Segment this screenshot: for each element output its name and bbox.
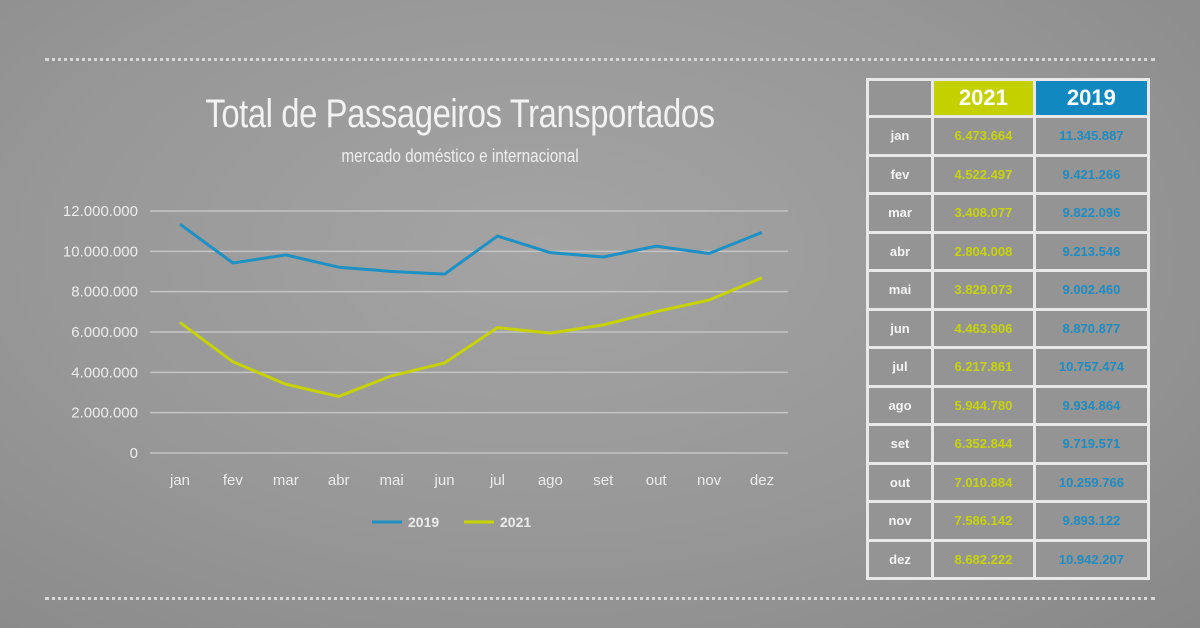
y-tick-label: 2.000.000	[71, 405, 138, 422]
top-divider	[45, 58, 1155, 61]
value-2021-cell: 7.586.142	[934, 503, 1033, 539]
month-cell: ago	[869, 387, 931, 423]
x-tick-label: fev	[223, 472, 244, 489]
table-row: abr 2.804.008 9.213.546	[869, 233, 1147, 269]
value-2019-cell: 9.002.460	[1035, 272, 1147, 308]
value-2021-cell: 5.944.780	[934, 387, 1033, 423]
value-2019-cell: 11.345.887	[1035, 118, 1147, 154]
x-tick-label: jul	[489, 472, 505, 489]
month-cell: nov	[869, 503, 931, 539]
table-row: nov 7.586.142 9.893.122	[869, 503, 1147, 539]
value-2019-cell: 8.870.877	[1035, 310, 1147, 346]
x-tick-label: out	[646, 472, 668, 489]
value-2021-cell: 4.463.906	[934, 310, 1033, 346]
table-row: ago 5.944.780 9.934.864	[869, 387, 1147, 423]
value-2019-cell: 10.259.766	[1035, 464, 1147, 500]
month-cell: mai	[869, 272, 931, 308]
y-tick-label: 10.000.000	[63, 243, 138, 260]
table-row: out 7.010.884 10.259.766	[869, 464, 1147, 500]
chart-title: Total de Passageiros Transportados	[205, 92, 715, 136]
value-2019-cell: 9.213.546	[1035, 233, 1147, 269]
series-line-2021	[179, 276, 763, 398]
value-2021-cell: 7.010.884	[934, 464, 1033, 500]
value-2019-cell: 9.893.122	[1035, 503, 1147, 539]
y-tick-label: 8.000.000	[71, 284, 138, 301]
value-2021-cell: 6.473.664	[934, 118, 1033, 154]
x-tick-label: dez	[750, 472, 774, 489]
data-table: 2021 2019 jan 6.473.664 11.345.887 fev 4.522…	[866, 78, 1150, 580]
value-2021-cell: 6.217.861	[934, 349, 1033, 385]
corner-cell	[869, 81, 931, 115]
legend-label: 2019	[408, 514, 439, 530]
value-2021-cell: 6.352.844	[934, 426, 1033, 462]
month-cell: jan	[869, 118, 931, 154]
month-cell: set	[869, 426, 931, 462]
table-row: mar 3.408.077 9.822.096	[869, 195, 1147, 231]
chart-subtitle: mercado doméstico e internacional	[341, 146, 579, 166]
month-cell: abr	[869, 233, 931, 269]
table-row: mai 3.829.073 9.002.460	[869, 272, 1147, 308]
month-cell: jul	[869, 349, 931, 385]
y-tick-label: 4.000.000	[71, 364, 138, 381]
header-2019: 2019	[1035, 81, 1147, 115]
x-tick-label: mai	[380, 472, 404, 489]
value-2019-cell: 9.719.571	[1035, 426, 1147, 462]
month-cell: mar	[869, 195, 931, 231]
y-tick-label: 6.000.000	[71, 324, 138, 341]
x-tick-label: mar	[273, 472, 299, 489]
x-tick-label: set	[593, 472, 614, 489]
x-tick-label: ago	[538, 472, 563, 489]
line-chart: 0 2.000.000 4.000.000 6.000.000 8.000.000 10.…	[63, 203, 788, 530]
y-tick-label: 12.000.000	[63, 203, 138, 220]
value-2019-cell: 9.421.266	[1035, 156, 1147, 192]
table-row: dez 8.682.222 10.942.207	[869, 541, 1147, 577]
value-2019-cell: 9.934.864	[1035, 387, 1147, 423]
month-cell: jun	[869, 310, 931, 346]
x-tick-label: nov	[697, 472, 722, 489]
month-cell: dez	[869, 541, 931, 577]
value-2019-cell: 10.942.207	[1035, 541, 1147, 577]
value-2021-cell: 2.804.008	[934, 233, 1033, 269]
x-tick-label: jun	[434, 472, 455, 489]
series-line-2019	[179, 222, 763, 276]
header-2021: 2021	[934, 81, 1033, 115]
value-2021-cell: 4.522.497	[934, 156, 1033, 192]
x-tick-label: jan	[169, 472, 190, 489]
table-row: jul 6.217.861 10.757.474	[869, 349, 1147, 385]
x-tick-label: abr	[328, 472, 350, 489]
bottom-divider	[45, 597, 1155, 600]
value-2019-cell: 10.757.474	[1035, 349, 1147, 385]
y-tick-label: 0	[130, 445, 138, 462]
value-2021-cell: 3.829.073	[934, 272, 1033, 308]
table-row: fev 4.522.497 9.421.266	[869, 156, 1147, 192]
value-2019-cell: 9.822.096	[1035, 195, 1147, 231]
table-row: jan 6.473.664 11.345.887	[869, 118, 1147, 154]
month-cell: out	[869, 464, 931, 500]
month-cell: fev	[869, 156, 931, 192]
value-2021-cell: 8.682.222	[934, 541, 1033, 577]
legend-label: 2021	[500, 514, 531, 530]
value-2021-cell: 3.408.077	[934, 195, 1033, 231]
table-row: set 6.352.844 9.719.571	[869, 426, 1147, 462]
table-row: jun 4.463.906 8.870.877	[869, 310, 1147, 346]
